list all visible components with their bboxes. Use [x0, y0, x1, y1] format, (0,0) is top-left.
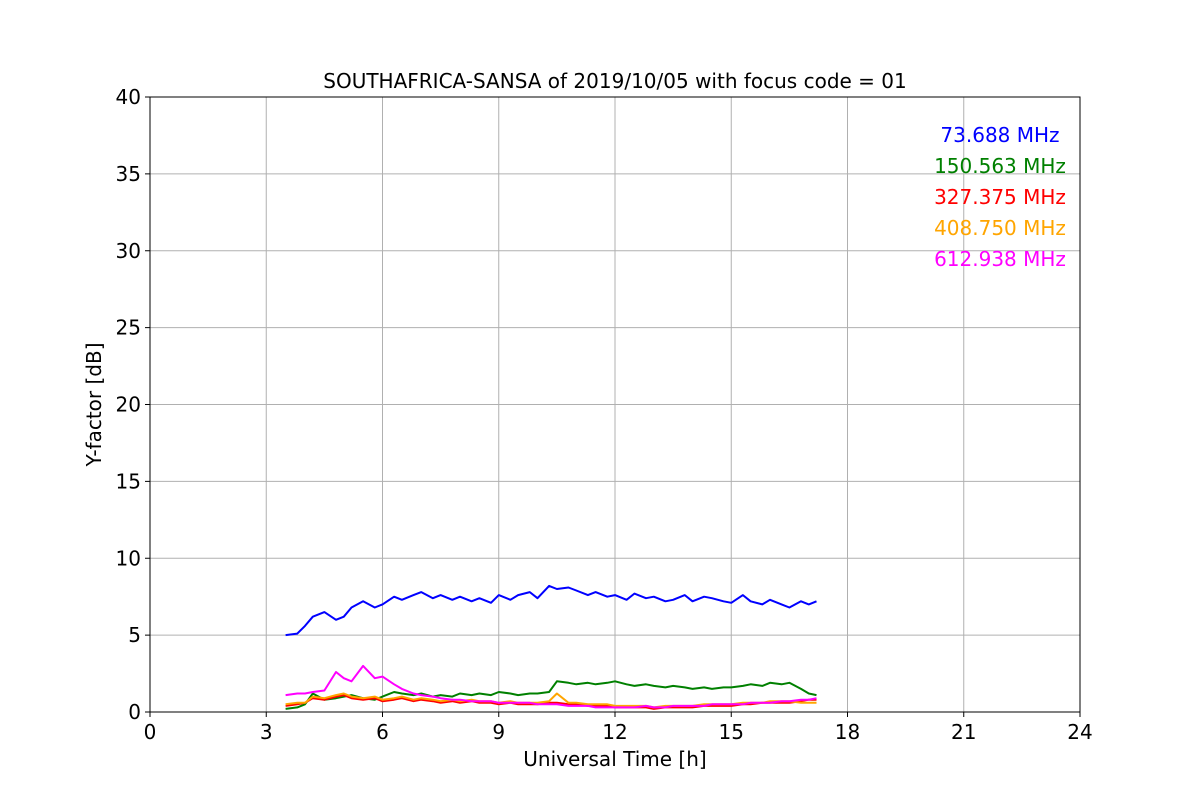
- y-axis: 0 5 10 15 20 25 30 35 40: [116, 85, 150, 724]
- y-tick-label: 30: [116, 239, 141, 263]
- y-tick-label: 25: [116, 316, 141, 340]
- x-tick-label: 12: [602, 720, 627, 744]
- y-tick-label: 0: [128, 700, 141, 724]
- x-tick-label: 3: [260, 720, 273, 744]
- y-tick-label: 15: [116, 469, 141, 493]
- x-axis: 0 3 6 9 12 15 18 21 24: [144, 712, 1093, 744]
- series-layer: [285, 584, 817, 710]
- series-line-2: [285, 694, 817, 710]
- x-axis-title: Universal Time [h]: [523, 747, 706, 771]
- x-tick-label: 24: [1067, 720, 1092, 744]
- series-line-0: [285, 584, 817, 637]
- y-tick-label: 35: [116, 162, 141, 186]
- y-tick-label: 5: [128, 623, 141, 647]
- y-tick-label: 40: [116, 85, 141, 109]
- x-tick-label: 0: [144, 720, 157, 744]
- x-tick-label: 15: [719, 720, 744, 744]
- legend-entry-0: 73.688 MHz: [940, 123, 1059, 147]
- series-line-4: [285, 664, 817, 709]
- x-tick-label: 6: [376, 720, 389, 744]
- x-tick-label: 9: [492, 720, 505, 744]
- legend-entry-1: 150.563 MHz: [934, 154, 1066, 178]
- y-tick-label: 10: [116, 546, 141, 570]
- legend-entry-3: 408.750 MHz: [934, 216, 1066, 240]
- legend-entry-2: 327.375 MHz: [934, 185, 1066, 209]
- y-axis-title: Y-factor [dB]: [82, 342, 106, 467]
- legend: 73.688 MHz 150.563 MHz 327.375 MHz 408.750 …: [934, 123, 1066, 271]
- y-tick-label: 20: [116, 393, 141, 417]
- chart-title: SOUTHAFRICA-SANSA of 2019/10/05 with foc…: [323, 69, 907, 93]
- x-tick-label: 21: [951, 720, 976, 744]
- legend-entry-4: 612.938 MHz: [934, 247, 1066, 271]
- x-tick-label: 18: [835, 720, 860, 744]
